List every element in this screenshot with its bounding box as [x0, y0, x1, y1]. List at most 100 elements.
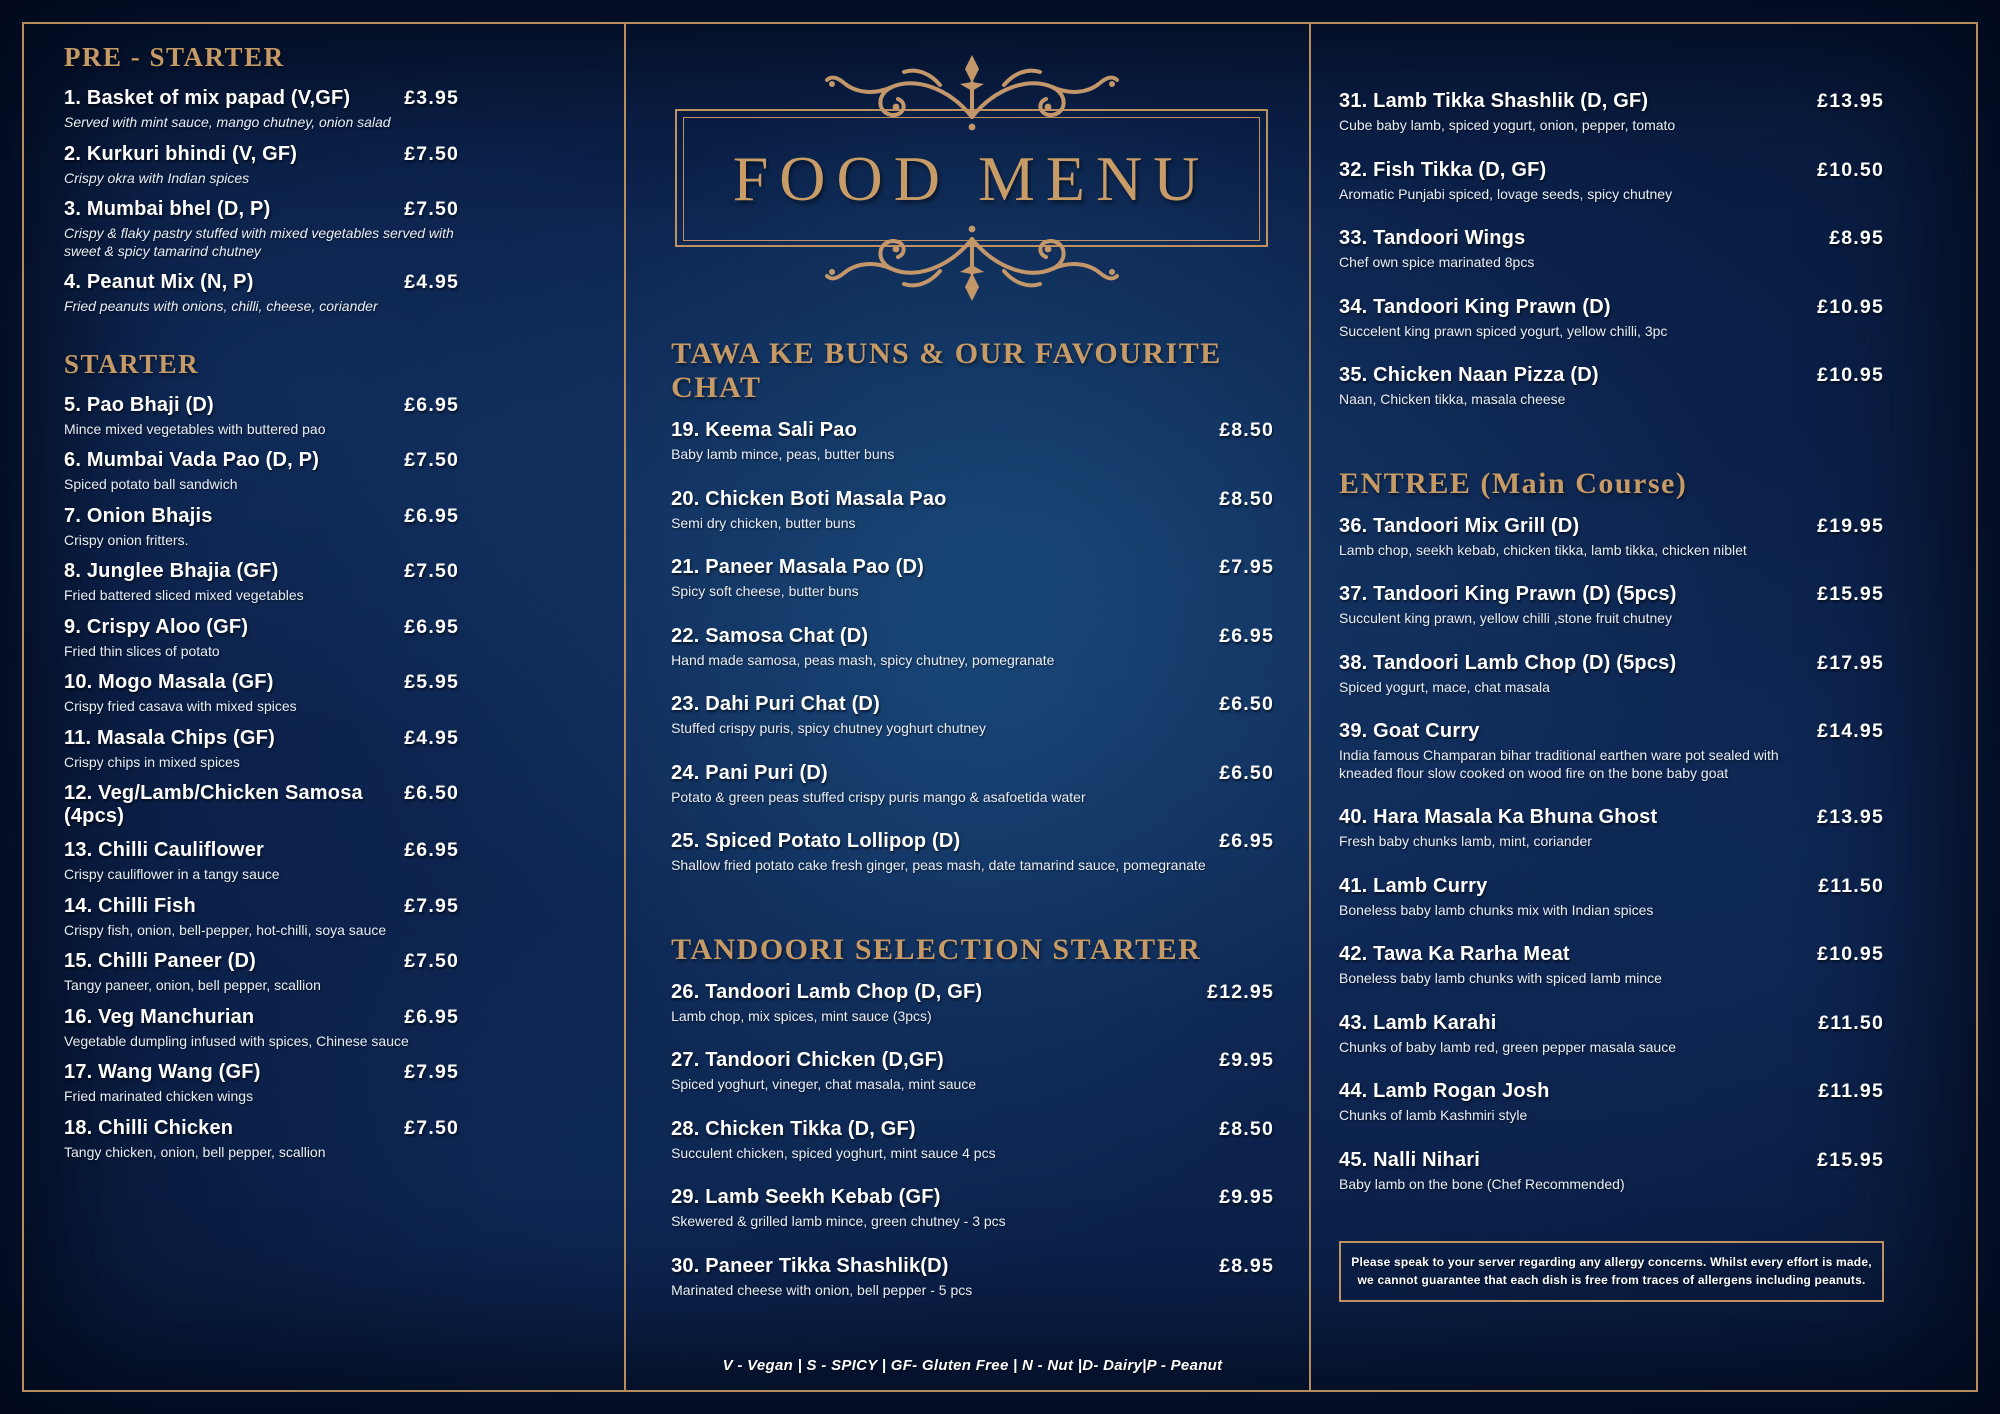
item-price: £6.50 — [1219, 693, 1274, 715]
item-name: 34. Tandoori King Prawn (D) — [1339, 295, 1611, 318]
menu-item: 8. Junglee Bhajia (GF) £7.50 Fried battere… — [64, 560, 459, 605]
menu-item-line: 12. Veg/Lamb/Chicken Samosa (4pcs) £6.50 — [64, 782, 459, 828]
item-price: £7.50 — [404, 449, 460, 471]
section-heading: TANDOORI SELECTION STARTER — [671, 932, 1202, 966]
item-description: Baby lamb mince, peas, butter buns — [671, 446, 895, 462]
item-description: Mince mixed vegetables with buttered pao — [64, 420, 326, 437]
item-price: £10.95 — [1817, 364, 1884, 386]
menu-item: 34. Tandoori King Prawn (D) £10.95 Succele… — [1339, 296, 1884, 341]
menu-item: 13. Chilli Cauliflower £6.95 Crispy caulif… — [64, 839, 459, 884]
menu-item: 33. Tandoori Wings £8.95 Chef own spice ma… — [1339, 227, 1884, 272]
item-name: 8. Junglee Bhajia (GF) — [64, 560, 279, 582]
middle-column: FOOD MENU — [626, 24, 1311, 1390]
item-price: £10.95 — [1817, 943, 1884, 965]
menu-item-line: 8. Junglee Bhajia (GF) £7.50 — [64, 560, 459, 583]
menu-item-line: 40. Hara Masala Ka Bhuna Ghost £13.95 — [1339, 806, 1884, 829]
menu-item-line: 39. Goat Curry £14.95 — [1339, 720, 1884, 743]
item-price: £5.95 — [404, 671, 460, 693]
item-price: £7.50 — [404, 950, 460, 972]
item-description: Fried thin slices of potato — [64, 642, 220, 659]
menu-item: 9. Crispy Aloo (GF) £6.95 Fried thin slice… — [64, 616, 459, 661]
menu-item: 44. Lamb Rogan Josh £11.95 Chunks of lamb … — [1339, 1080, 1884, 1125]
menu-item-line: 36. Tandoori Mix Grill (D) £19.95 — [1339, 515, 1884, 538]
item-description: Tangy chicken, onion, bell pepper, scall… — [64, 1143, 326, 1160]
item-description: Baby lamb on the bone (Chef Recommended) — [1339, 1175, 1625, 1192]
item-name: 2. Kurkuri bhindi (V, GF) — [64, 142, 298, 165]
menu-item-line: 41. Lamb Curry £11.50 — [1339, 875, 1884, 898]
menu-item: 30. Paneer Tikka Shashlik(D) £8.95 Marinat… — [671, 1255, 1274, 1300]
item-description: Fried peanuts with onions, chilli, chees… — [64, 298, 378, 314]
item-price: £8.95 — [1829, 227, 1884, 249]
menu-item: 21. Paneer Masala Pao (D) £7.95 Spicy soft… — [671, 556, 1274, 601]
menu-item: 26. Tandoori Lamb Chop (D, GF) £12.95 Lamb… — [671, 981, 1274, 1026]
item-price: £11.50 — [1818, 1011, 1884, 1034]
item-price: £7.95 — [404, 1061, 460, 1083]
item-price: £12.95 — [1207, 980, 1274, 1003]
item-name: 18. Chilli Chicken — [64, 1116, 234, 1139]
item-name: 21. Paneer Masala Pao (D) — [671, 556, 924, 578]
item-description: Skewered & grilled lamb mince, green chu… — [671, 1213, 1006, 1229]
item-name: 12. Veg/Lamb/Chicken Samosa (4pcs) — [64, 782, 363, 827]
menu-item-line: 20. Chicken Boti Masala Pao £8.50 — [671, 488, 1274, 511]
item-description: Fried marinated chicken wings — [64, 1088, 254, 1104]
allergy-notice-line: we cannot guarantee that each dish is fr… — [1357, 1273, 1866, 1288]
item-name: 4. Peanut Mix (N, P) — [64, 271, 254, 293]
item-price: £13.95 — [1817, 806, 1884, 828]
menu-item-line: 44. Lamb Rogan Josh £11.95 — [1339, 1080, 1884, 1103]
menu-item-line: 10. Mogo Masala (GF) £5.95 — [64, 671, 459, 694]
menu-item: 7. Onion Bhajis £6.95 Crispy onion fritter… — [64, 505, 459, 550]
allergen-legend: V - Vegan | S - SPICY | GF- Gluten Free … — [722, 1357, 1223, 1374]
item-name: 37. Tandoori King Prawn (D) (5pcs) — [1339, 583, 1677, 605]
menu-item-line: 32. Fish Tikka (D, GF) £10.50 — [1339, 159, 1884, 182]
item-price: £13.95 — [1817, 90, 1884, 112]
menu-item: 20. Chicken Boti Masala Pao £8.50 Semi dry… — [671, 488, 1274, 533]
item-price: £17.95 — [1817, 651, 1884, 674]
item-name: 19. Keema Sali Pao — [671, 419, 857, 441]
menu-outer-frame: PRE - STARTER 1. Basket of mix papad (V,G… — [22, 22, 1978, 1392]
section-tawa-ke-buns: TAWA KE BUNS & OUR FAVOURITE CHAT 19. Kee… — [671, 335, 1274, 899]
item-description: Potato & green peas stuffed crispy puris… — [671, 788, 1086, 805]
item-name: 44. Lamb Rogan Josh — [1339, 1080, 1550, 1102]
item-name: 22. Samosa Chat (D) — [671, 624, 869, 647]
menu-item-line: 3. Mumbai bhel (D, P) £7.50 — [64, 198, 459, 221]
item-description: Crispy & flaky pastry stuffed with mixed… — [64, 225, 454, 259]
item-price: £7.50 — [404, 198, 460, 220]
menu-item-line: 30. Paneer Tikka Shashlik(D) £8.95 — [671, 1255, 1274, 1278]
menu-item: 37. Tandoori King Prawn (D) (5pcs) £15.95… — [1339, 583, 1884, 628]
item-description: Naan, Chicken tikka, masala cheese — [1339, 391, 1566, 407]
item-price: £7.95 — [404, 894, 460, 917]
menu-item: 29. Lamb Seekh Kebab (GF) £9.95 Skewered &… — [671, 1186, 1274, 1231]
menu-item: 17. Wang Wang (GF) £7.95 Fried marinated c… — [64, 1061, 459, 1106]
item-price: £6.95 — [404, 615, 460, 638]
menu-title-frame: FOOD MENU — [675, 109, 1268, 247]
item-price: £7.50 — [404, 142, 460, 165]
item-price: £6.95 — [1219, 830, 1274, 852]
menu-item: 31. Lamb Tikka Shashlik (D, GF) £13.95 Cub… — [1339, 90, 1884, 135]
item-description: Spiced yoghurt, vineger, chat masala, mi… — [671, 1076, 977, 1092]
allergy-notice: Please speak to your server regarding an… — [1339, 1240, 1884, 1302]
menu-item-line: 23. Dahi Puri Chat (D) £6.50 — [671, 693, 1274, 716]
item-description: Marinated cheese with onion, bell pepper… — [671, 1281, 973, 1298]
menu-item-line: 26. Tandoori Lamb Chop (D, GF) £12.95 — [671, 981, 1274, 1004]
item-price: £4.95 — [404, 271, 460, 293]
section-tandoori-selection: TANDOORI SELECTION STARTER 26. Tandoori L… — [671, 899, 1274, 1324]
section-entree: ENTREE (Main Course) 36. Tandoori Mix Gri… — [1339, 433, 1884, 1218]
section-pre-starter: PRE - STARTER 1. Basket of mix papad (V,G… — [64, 40, 459, 327]
item-name: 40. Hara Masala Ka Bhuna Ghost — [1339, 806, 1658, 828]
item-description: Hand made samosa, peas mash, spicy chutn… — [671, 651, 1055, 668]
menu-item-line: 21. Paneer Masala Pao (D) £7.95 — [671, 556, 1274, 579]
item-price: £4.95 — [404, 726, 460, 749]
menu-item-line: 13. Chilli Cauliflower £6.95 — [64, 839, 459, 862]
item-name: 17. Wang Wang (GF) — [64, 1061, 261, 1083]
item-description: Chef own spice marinated 8pcs — [1339, 254, 1535, 270]
item-price: £8.50 — [1219, 487, 1274, 510]
item-price: £9.95 — [1219, 1049, 1274, 1071]
item-description: Crispy fried casava with mixed spices — [64, 698, 297, 714]
item-name: 9. Crispy Aloo (GF) — [64, 615, 249, 638]
item-name: 20. Chicken Boti Masala Pao — [671, 487, 947, 510]
item-name: 31. Lamb Tikka Shashlik (D, GF) — [1339, 90, 1649, 112]
item-description: Succulent king prawn, yellow chilli ,sto… — [1339, 610, 1673, 626]
item-name: 11. Masala Chips (GF) — [64, 726, 275, 749]
item-price: £10.95 — [1817, 295, 1884, 318]
item-description: Shallow fried potato cake fresh ginger, … — [671, 857, 1206, 873]
